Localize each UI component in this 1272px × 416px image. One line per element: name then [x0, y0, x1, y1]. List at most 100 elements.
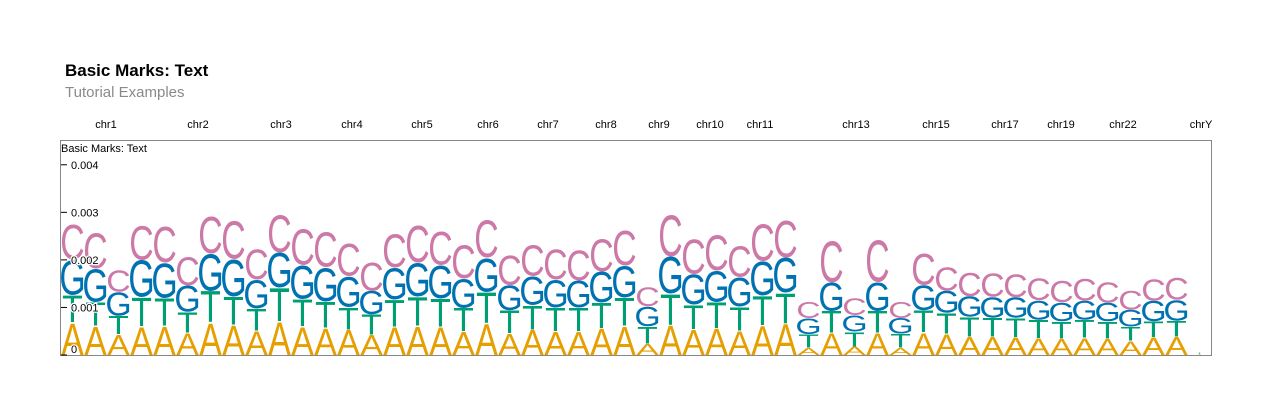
base-c-glyph: C [865, 228, 889, 294]
y-tick-label: 0.002 [71, 255, 99, 267]
base-a-glyph: A [820, 327, 843, 361]
base-a-glyph: A [613, 318, 636, 364]
base-g-glyph: G [1117, 306, 1143, 332]
base-g-glyph: G [910, 279, 936, 318]
chromosome-label: chr3 [270, 119, 291, 131]
base-g-glyph: G [381, 260, 407, 309]
base-c-glyph: C [106, 264, 130, 298]
base-a-glyph: A [383, 319, 406, 363]
base-t-glyph: T [798, 330, 819, 351]
base-g-glyph: G [795, 315, 821, 340]
base-t-glyph: T [154, 290, 175, 334]
base-c-glyph: C [1026, 272, 1050, 306]
base-a-glyph: A [774, 316, 797, 365]
base-c-glyph: C [773, 211, 797, 269]
base-a-glyph: A [889, 346, 912, 358]
base-g-glyph: G [979, 291, 1005, 324]
base-g-glyph: G [105, 286, 131, 324]
base-a-glyph: A [1004, 333, 1027, 361]
base-g-glyph: G [772, 248, 798, 303]
base-c-glyph: C [267, 205, 291, 263]
base-a-glyph: A [107, 328, 130, 361]
base-g-glyph: G [473, 249, 499, 302]
base-t-glyph: T [844, 328, 865, 351]
base-a-glyph: A [751, 319, 774, 365]
base-t-glyph: T [292, 291, 313, 334]
base-t-glyph: T [568, 301, 589, 339]
base-t-glyph: T [821, 305, 842, 339]
base-a-glyph: A [245, 325, 268, 363]
base-a-glyph: A [567, 326, 590, 363]
chromosome-label: chr15 [922, 119, 950, 131]
y-tick-label: 0.004 [71, 160, 99, 172]
base-a-glyph: A [843, 345, 866, 358]
base-c-glyph: C [336, 236, 360, 286]
chromosome-label: chr5 [411, 119, 432, 131]
base-t-glyph: T [591, 297, 612, 336]
base-c-glyph: C [1049, 275, 1073, 309]
base-t-glyph: T [545, 302, 566, 339]
base-t-glyph: T [430, 291, 451, 335]
base-a-glyph: A [199, 315, 222, 365]
base-a-glyph: A [797, 346, 820, 358]
base-c-glyph: C [589, 231, 613, 281]
base-a-glyph: A [84, 318, 107, 364]
base-g-glyph: G [151, 253, 177, 308]
base-t-glyph: T [660, 287, 681, 335]
base-c-glyph: C [1118, 287, 1142, 316]
base-a-glyph: A [429, 319, 452, 363]
base-t-glyph: T [522, 299, 543, 337]
base-c-glyph: C [428, 222, 452, 275]
base-t-glyph: T [131, 289, 152, 335]
base-g-glyph: G [565, 273, 591, 315]
base-c-glyph: C [382, 225, 406, 278]
base-t-glyph: T [246, 303, 267, 337]
track-title: Basic Marks: Text [61, 143, 147, 155]
base-t-glyph: T [913, 304, 934, 338]
base-a-glyph: A [406, 318, 429, 364]
base-t-glyph: T [407, 288, 428, 334]
base-g-glyph: G [335, 269, 361, 317]
base-t-glyph: T [361, 309, 382, 341]
base-c-glyph: C [497, 248, 521, 294]
base-a-glyph: A [268, 313, 291, 366]
base-c-glyph: C [83, 223, 107, 279]
base-a-glyph: A [544, 325, 567, 363]
base-c-glyph: C [635, 283, 659, 312]
base-t-glyph: T [637, 322, 658, 349]
base-c-glyph: C [290, 220, 314, 277]
base-c-glyph: C [1003, 269, 1027, 305]
base-c-glyph: C [888, 298, 912, 324]
base-t-glyph: T [752, 289, 773, 335]
base-c-glyph: C [451, 236, 475, 289]
base-c-glyph: C [704, 225, 728, 281]
y-axis: 0 0.001 0.002 0.003 0.004 [61, 159, 100, 357]
base-c-glyph: C [612, 221, 636, 276]
base-g-glyph: G [887, 314, 913, 339]
base-a-glyph: A [958, 333, 981, 361]
base-g-glyph: G [312, 258, 338, 311]
base-a-glyph: A [153, 318, 176, 364]
base-a-glyph: A [636, 341, 659, 359]
base-t-glyph: T [1198, 352, 1202, 354]
base-g-glyph: G [1094, 299, 1120, 327]
base-a-glyph: A [291, 318, 314, 364]
base-a-glyph: A [452, 326, 475, 363]
base-t-glyph: T [936, 307, 957, 340]
base-c-glyph: C [980, 267, 1004, 305]
base-c-glyph: C [129, 215, 153, 269]
base-c-glyph: C [244, 241, 268, 289]
base-g-glyph: G [1163, 294, 1189, 327]
base-g-glyph: G [1048, 298, 1074, 326]
base-t-glyph: T [384, 291, 405, 334]
base-t-glyph: T [62, 287, 83, 330]
chromosome-label: chr4 [341, 119, 362, 131]
base-a-glyph: A [1142, 333, 1165, 361]
base-c-glyph: C [934, 260, 958, 298]
base-t-glyph: T [959, 311, 980, 342]
base-g-glyph: G [220, 250, 246, 308]
chromosome-label: chr10 [696, 119, 724, 131]
base-c-glyph: C [198, 208, 222, 265]
base-a-glyph: A [314, 320, 337, 363]
